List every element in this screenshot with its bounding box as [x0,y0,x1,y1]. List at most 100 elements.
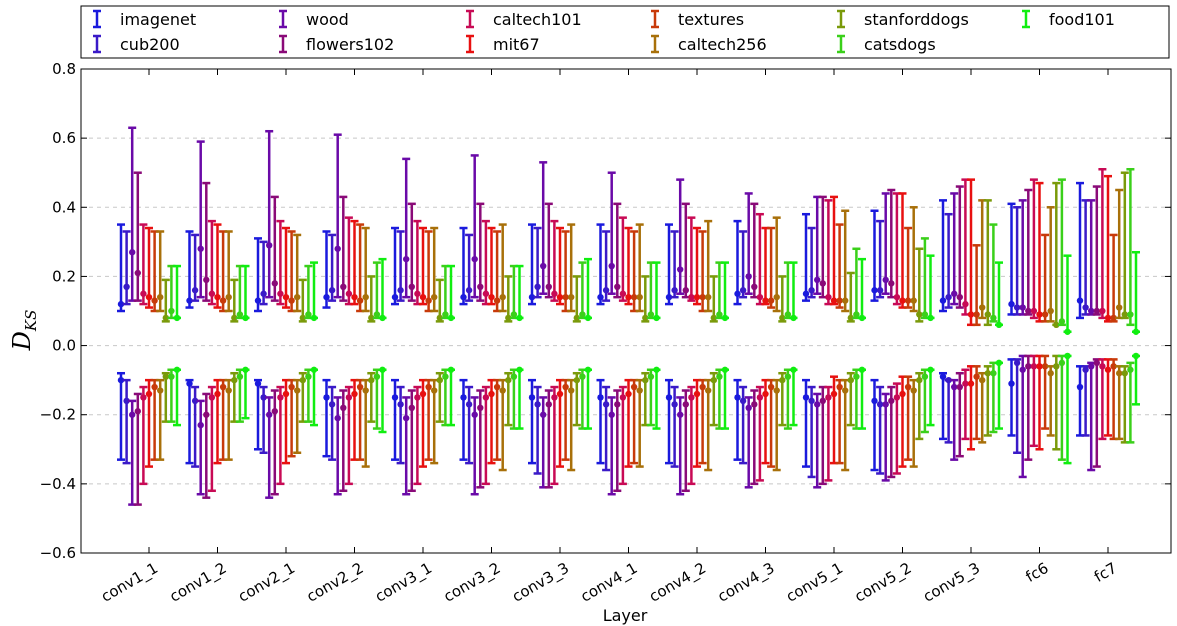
errorbar-point [619,394,627,401]
errorbar-point [990,370,997,377]
errorbar-stanforddogs-fc7-upper [1120,171,1129,320]
errorbar-mit67-conv3_1-upper [419,226,427,306]
errorbar-mit67-conv5_3-upper [967,178,975,327]
errorbar-point [1093,307,1101,315]
errorbar-point [505,376,512,384]
errorbar-caltech101-conv5_1-lower [824,385,833,482]
errorbar-textures-conv4_1-lower [630,378,639,465]
errorbar-point [888,397,895,405]
errorbar-point [310,366,318,373]
errorbar-flowers102-conv3_2-lower [476,389,485,489]
errorbar-imagenet-conv3_1-upper [391,226,399,306]
errorbar-point [790,366,797,373]
errorbar-caltech101-conv5_3-lower [961,368,970,441]
errorbar-point [762,297,769,304]
errorbar-food101-fc7-upper [1132,250,1140,335]
errorbar-point [842,297,849,304]
errorbar-point [939,297,947,304]
errorbar-point [1030,363,1038,370]
errorbar-wood-conv3_1-lower [402,396,411,496]
errorbar-cub200-conv5_2-lower [876,385,885,475]
errorbar-point [1047,307,1054,315]
errorbar-imagenet-conv3_3-lower [528,378,536,465]
y-tick-label: 0.6 [52,129,76,147]
errorbar-point [584,314,592,322]
errorbar-point [882,401,889,408]
errorbar-point [305,311,312,318]
errorbar-point [671,287,678,294]
errorbar-point [477,283,484,290]
errorbar-point [140,394,147,401]
errorbar-point [266,411,273,418]
errorbar-point [825,293,832,301]
errorbar-point [721,366,729,373]
errorbar-point [123,283,130,290]
errorbar-stanforddogs-conv1_2-upper [230,278,239,323]
errorbar-wood-conv4_2-upper [676,178,685,295]
errorbar-cub200-conv3_1-upper [396,230,405,302]
errorbar-mit67-conv1_2-lower [213,378,222,465]
errorbar-caltech101-conv2_1-upper [276,219,285,306]
errorbar-point [368,376,375,384]
y-tick-label: −0.6 [40,544,76,562]
errorbar-point [962,380,969,387]
errorbar-caltech101-conv5_3-upper [961,178,970,316]
errorbar-point [219,383,227,391]
errorbar-point [1104,314,1112,322]
y-ticks: −0.6 −0.4 −0.2 0.0 0.2 0.4 0.6 0.8 [40,60,1171,562]
errorbar-flowers102-conv1_1-lower [133,392,142,506]
errorbar-point [305,373,312,380]
errorbar-point [516,366,523,373]
errorbar-point [362,293,369,301]
errorbar-point [282,390,290,398]
errorbar-point [299,376,306,384]
errorbar-flowers102-conv3_1-upper [407,202,416,302]
errorbar-catsdogs-conv2_1-upper [304,264,313,320]
errorbar-point [699,293,706,301]
errorbar-cub200-conv1_1-lower [122,378,131,465]
errorbar-point [379,366,386,373]
errorbar-point [219,297,227,304]
errorbar-point [254,380,262,387]
errorbar-caltech101-conv5_2-lower [892,382,901,475]
errorbar-mit67-conv4_1-upper [624,226,633,306]
errorbar-point [328,401,336,408]
errorbar-flowers102-conv1_2-lower [202,392,211,499]
errorbar-caltech101-conv3_3-upper [550,219,559,302]
legend-label: stanforddogs [864,10,969,29]
errorbar-point [614,283,621,290]
errorbar-cub200-conv5_1-upper [807,226,816,299]
errorbar-cub200-conv2_1-upper [259,240,268,306]
errorbar-food101-conv3_1-upper [447,264,455,322]
errorbar-point [236,373,244,380]
errorbar-textures-conv3_3-lower [561,378,570,461]
errorbar-point [242,314,249,322]
errorbar-imagenet-conv5_3-upper [939,199,947,313]
errorbar-point [186,297,193,304]
errorbar-cub200-conv3_3-upper [533,226,542,299]
errorbar-point [642,314,649,322]
errorbar-point [1025,363,1032,370]
errorbar-cub200-conv4_3-lower [739,385,748,465]
errorbar-point [1127,366,1134,373]
errorbar-point [1132,328,1140,335]
errorbar-point [779,376,786,384]
errorbar-point [573,376,580,384]
errorbar-point [123,397,130,405]
errorbar-point [573,314,580,322]
errorbar-point [967,380,975,387]
y-axis-label-main: D [8,331,36,351]
errorbar-point [642,376,649,384]
errorbar-point [408,283,415,290]
errorbar-food101-conv5_3-upper [995,261,1003,329]
errorbar-point [614,401,621,408]
errorbar-point [397,401,404,408]
errorbar-flowers102-fc7-lower [1092,358,1101,468]
errorbar-stanforddogs-conv3_1-lower [435,371,444,423]
errorbar-flowers102-conv2_1-lower [270,389,279,496]
errorbar-point [288,297,295,304]
errorbar-point [191,287,199,294]
errorbar-point [842,387,849,394]
errorbar-point [117,376,125,384]
